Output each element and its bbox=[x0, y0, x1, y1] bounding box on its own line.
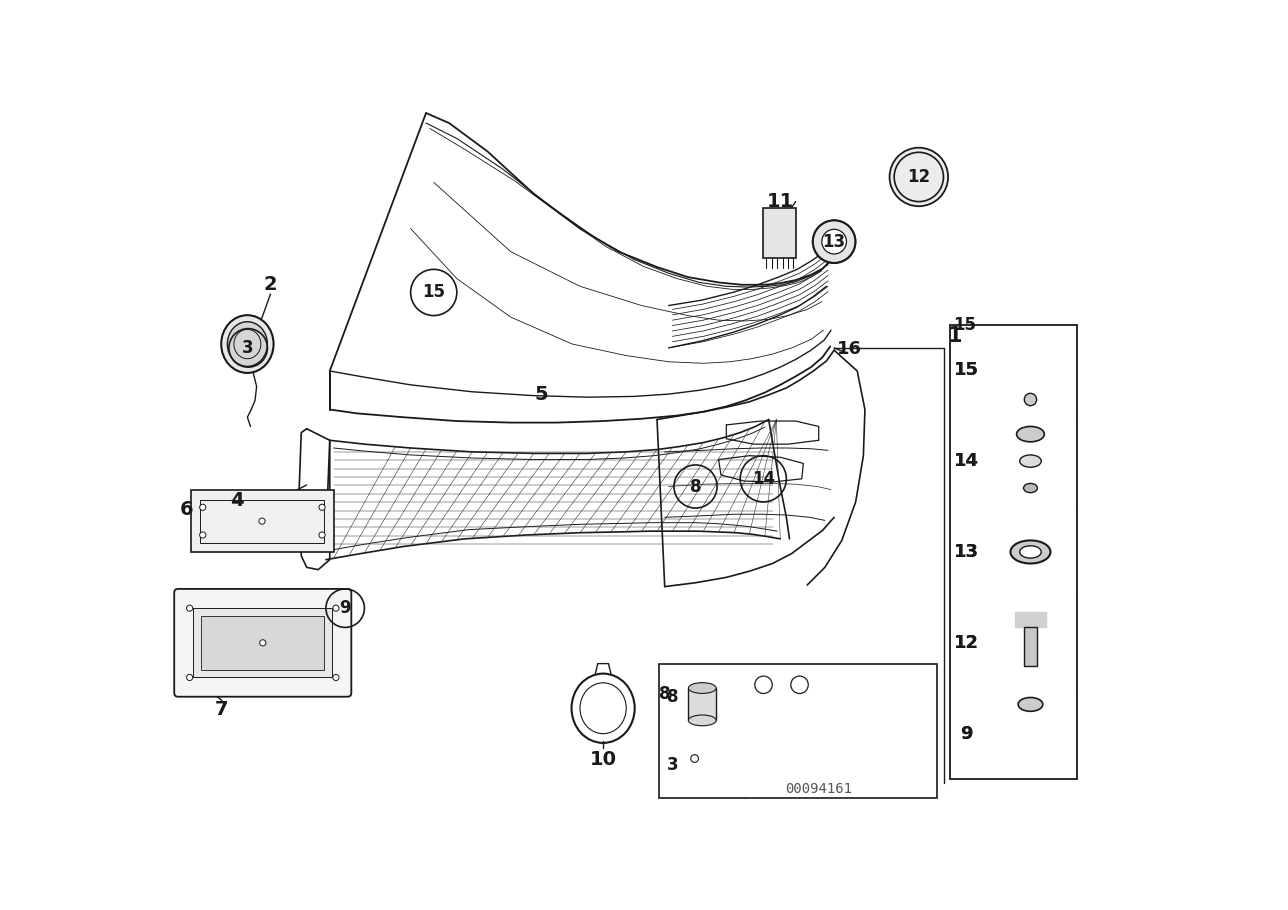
Bar bbox=[688, 688, 716, 721]
Text: 5: 5 bbox=[535, 385, 549, 404]
Text: 14: 14 bbox=[954, 452, 979, 470]
Text: 9: 9 bbox=[961, 724, 972, 743]
Circle shape bbox=[332, 674, 339, 681]
Circle shape bbox=[1024, 393, 1037, 406]
Text: 10: 10 bbox=[590, 751, 617, 769]
Text: 4: 4 bbox=[231, 490, 245, 510]
Text: 3: 3 bbox=[667, 755, 679, 774]
Circle shape bbox=[187, 674, 193, 681]
Text: 13: 13 bbox=[823, 233, 846, 250]
Circle shape bbox=[200, 504, 206, 511]
Bar bbox=[201, 500, 325, 542]
Text: 14: 14 bbox=[954, 452, 979, 470]
Ellipse shape bbox=[1018, 697, 1043, 712]
Text: 13: 13 bbox=[954, 543, 979, 561]
Circle shape bbox=[755, 676, 773, 693]
Circle shape bbox=[187, 605, 193, 612]
Text: 9: 9 bbox=[339, 599, 352, 617]
Text: 7: 7 bbox=[215, 701, 229, 719]
Bar bbox=[659, 663, 936, 798]
Text: 8: 8 bbox=[690, 478, 701, 496]
Ellipse shape bbox=[688, 682, 716, 693]
Circle shape bbox=[319, 504, 325, 511]
Ellipse shape bbox=[228, 322, 268, 367]
Ellipse shape bbox=[222, 315, 273, 373]
Text: 13: 13 bbox=[954, 543, 979, 561]
Circle shape bbox=[260, 640, 265, 646]
Text: 8: 8 bbox=[667, 688, 679, 706]
Ellipse shape bbox=[1011, 541, 1051, 563]
Ellipse shape bbox=[813, 220, 855, 263]
Text: 1: 1 bbox=[948, 327, 962, 347]
Text: 2: 2 bbox=[264, 275, 277, 294]
Circle shape bbox=[200, 532, 206, 538]
Circle shape bbox=[890, 147, 948, 207]
Text: 9: 9 bbox=[961, 724, 972, 743]
Text: 12: 12 bbox=[907, 168, 930, 186]
Text: 3: 3 bbox=[242, 339, 254, 357]
Text: 8: 8 bbox=[659, 685, 671, 703]
Text: 15: 15 bbox=[954, 361, 979, 379]
Bar bbox=[949, 325, 1077, 779]
Bar bbox=[764, 207, 796, 258]
Text: 16: 16 bbox=[837, 340, 862, 359]
Text: 6: 6 bbox=[179, 501, 193, 519]
Circle shape bbox=[791, 676, 809, 693]
FancyBboxPatch shape bbox=[174, 589, 352, 697]
Text: 12: 12 bbox=[954, 633, 979, 652]
Text: 11: 11 bbox=[766, 192, 793, 211]
Circle shape bbox=[259, 518, 265, 524]
Bar bbox=[191, 490, 334, 552]
Bar bbox=[201, 616, 325, 670]
Ellipse shape bbox=[1020, 546, 1041, 558]
Ellipse shape bbox=[1016, 427, 1045, 442]
Text: 00094161: 00094161 bbox=[786, 782, 853, 796]
Ellipse shape bbox=[822, 229, 846, 254]
Text: 14: 14 bbox=[752, 470, 775, 488]
Ellipse shape bbox=[1020, 455, 1041, 467]
Bar bbox=[193, 608, 332, 677]
Text: 15: 15 bbox=[953, 316, 976, 334]
Text: 12: 12 bbox=[954, 633, 979, 652]
Circle shape bbox=[319, 532, 325, 538]
Ellipse shape bbox=[1024, 483, 1037, 492]
Text: 15: 15 bbox=[954, 361, 979, 379]
Text: 15: 15 bbox=[422, 283, 446, 301]
Polygon shape bbox=[1015, 612, 1046, 627]
Circle shape bbox=[332, 605, 339, 612]
Bar bbox=[1024, 627, 1037, 666]
Ellipse shape bbox=[688, 715, 716, 726]
